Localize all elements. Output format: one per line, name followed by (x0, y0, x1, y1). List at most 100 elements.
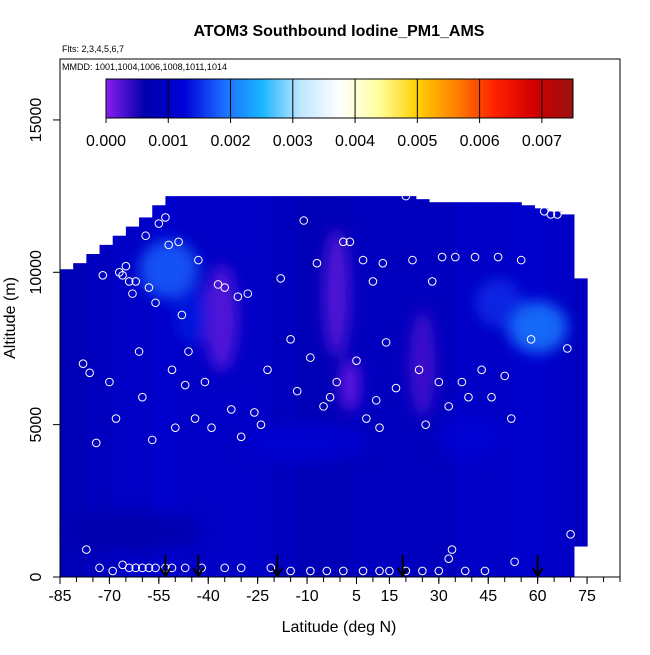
flight-point (401, 191, 411, 201)
curtain-column (73, 263, 87, 577)
curtain-column (455, 202, 470, 577)
concentration-feature (69, 509, 202, 553)
profile-arrow (159, 555, 172, 578)
colorbar-tick-label: 0.005 (397, 133, 437, 150)
flight-point (138, 563, 147, 573)
flight-point (105, 377, 114, 387)
chart-title: ATOM3 Southbound Iodine_PM1_AMS (194, 23, 485, 40)
flight-point (460, 566, 470, 576)
axes: -85 -70 -55 -40 -25 -10 5 15 30 45 60 75 0 5000 10000 1… (28, 58, 621, 605)
arrow-head (396, 567, 409, 578)
flight-point (553, 210, 562, 219)
flight-point (124, 563, 134, 573)
curtain-column (376, 196, 391, 577)
curtain-column (112, 235, 127, 577)
flight-point (174, 237, 183, 247)
x-tick-label: -55 (147, 588, 170, 605)
curtain-column (125, 226, 140, 577)
flight-point (164, 240, 174, 250)
flight-point (345, 237, 355, 247)
flight-point (368, 277, 378, 286)
flight-point (447, 545, 457, 554)
curtain-column (218, 196, 232, 577)
flight-point (421, 420, 430, 429)
flight-point (111, 414, 121, 423)
flight-point (226, 405, 236, 414)
x-axis-label: Latitude (deg N) (282, 619, 397, 636)
flight-point (338, 237, 348, 247)
flight-point (381, 338, 391, 347)
profile-arrow (396, 555, 409, 578)
curtain-column (442, 202, 456, 577)
curtain-column (402, 196, 417, 577)
flight-point (493, 252, 503, 262)
concentration-feature (340, 359, 360, 411)
flight-point (194, 255, 203, 265)
flight-point (121, 261, 131, 271)
y-tick-label: 15000 (28, 98, 45, 143)
flight-point (427, 277, 437, 286)
curtain-column (231, 196, 246, 577)
flight-point (286, 335, 295, 344)
flight-point (566, 530, 575, 539)
flight-point (510, 557, 519, 567)
x-tick-label: 5 (352, 588, 361, 605)
flight-point (144, 283, 154, 292)
profile-arrow (531, 555, 544, 578)
flight-point (408, 255, 417, 265)
arrow-head (271, 567, 284, 578)
concentration-feature (323, 229, 350, 358)
curtain-column (86, 254, 101, 577)
flight-point (312, 258, 322, 268)
plot-area (60, 191, 588, 578)
profile-arrow (271, 555, 284, 578)
flight-point (325, 392, 335, 402)
flight-point (161, 213, 170, 222)
flight-point (128, 289, 137, 298)
x-tick-label: -70 (98, 588, 121, 605)
flight-point (322, 566, 332, 576)
concentration-feature (438, 413, 505, 460)
flight-point (306, 353, 315, 362)
flight-point (138, 392, 147, 402)
flight-point (375, 566, 384, 576)
y-tick-label: 10000 (28, 250, 45, 295)
flight-point (385, 566, 394, 576)
x-tick-label: 45 (479, 588, 497, 605)
flight-point (562, 344, 572, 353)
flight-point (154, 219, 164, 228)
curtain-column (310, 196, 325, 577)
flight-point (358, 566, 368, 576)
x-tick-label: -10 (295, 588, 318, 605)
flight-point (200, 377, 210, 387)
flight-point (85, 368, 94, 378)
colorbar-tick-label: 0.003 (273, 133, 313, 150)
flight-point (487, 392, 496, 402)
flight-point (306, 566, 315, 576)
flight-point (352, 356, 361, 365)
flight-point (98, 271, 108, 280)
curtain-column (481, 202, 496, 577)
flight-point (207, 423, 216, 432)
flight-point (144, 563, 154, 573)
flight-point (470, 252, 480, 262)
curtain-column (573, 278, 588, 547)
colorbar-tick-label: 0.001 (148, 133, 188, 150)
flight-point (170, 423, 180, 432)
flight-point (147, 435, 157, 445)
flight-point (184, 347, 193, 356)
curtain-column (428, 202, 443, 577)
flight-point (78, 359, 88, 369)
x-tick-label: 75 (578, 588, 596, 605)
concentration-feature (507, 301, 568, 354)
concentration-feature (247, 423, 367, 463)
flight-point (95, 563, 104, 573)
flight-point (457, 377, 467, 387)
flight-point (236, 432, 246, 442)
curtain-column (547, 211, 562, 577)
flight-point (516, 255, 526, 265)
flight-point (167, 365, 177, 375)
flight-point (444, 402, 454, 411)
curtain-column (99, 244, 114, 577)
